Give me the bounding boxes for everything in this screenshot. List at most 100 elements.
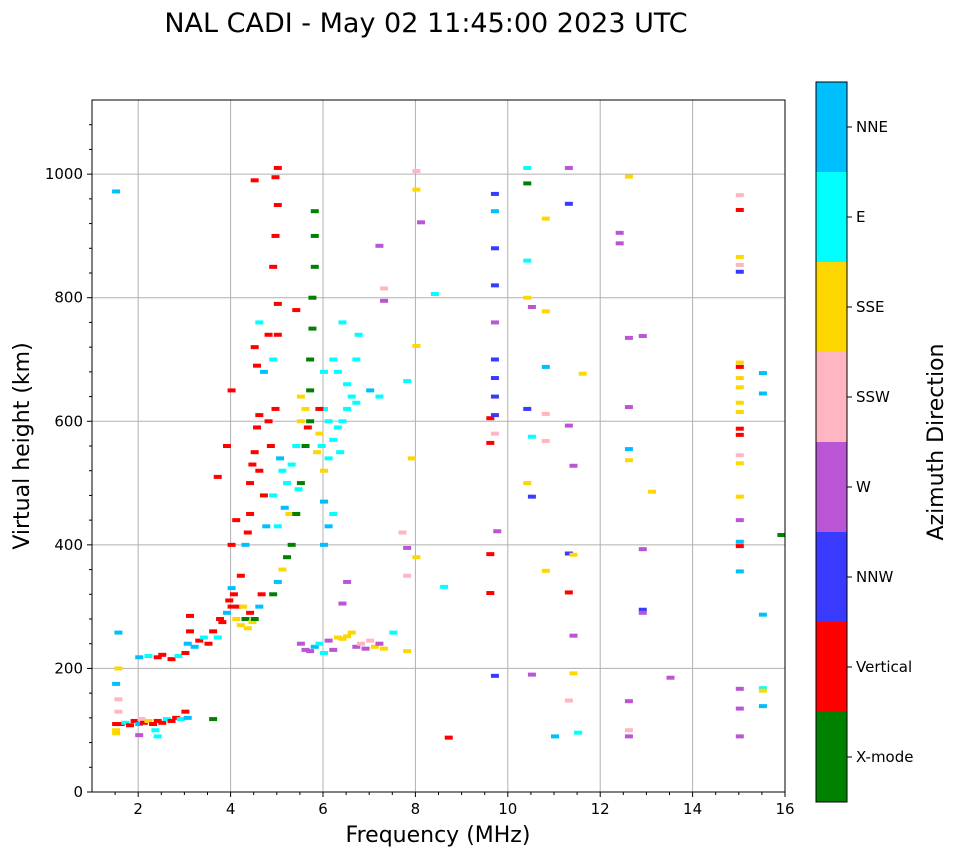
data-point-nne — [259, 369, 268, 374]
data-point-sse — [236, 623, 245, 628]
data-point-sse — [144, 718, 153, 723]
data-point-vertical — [444, 735, 453, 740]
data-point-nne — [366, 388, 375, 393]
data-point-vertical — [227, 388, 236, 393]
data-point-vertical — [255, 468, 264, 473]
data-point-sse — [648, 489, 657, 494]
data-point-sse — [114, 666, 123, 671]
data-point-e — [269, 357, 278, 362]
data-point-ssw — [541, 411, 550, 416]
data-point-x-mode — [310, 209, 319, 214]
data-point-e — [338, 419, 347, 424]
data-point-sse — [569, 552, 578, 557]
data-point-x-mode — [296, 481, 305, 486]
colorbar-swatch-nne — [816, 82, 847, 172]
data-point-sse — [735, 376, 744, 381]
data-point-e — [352, 400, 361, 405]
data-point-nne — [735, 569, 744, 574]
data-point-nnw — [490, 376, 499, 381]
data-point-nne — [135, 722, 144, 727]
data-point-sse — [112, 731, 121, 736]
data-point-vertical — [213, 474, 222, 479]
data-point-ssw — [624, 728, 633, 733]
x-tick-label: 16 — [775, 800, 794, 818]
colorbar-tick-label: W — [856, 478, 871, 496]
data-point-e — [336, 450, 345, 455]
data-point-e — [523, 165, 532, 170]
data-point-sse — [735, 410, 744, 415]
data-point-vertical — [153, 718, 162, 723]
data-point-nne — [551, 734, 559, 739]
data-point-x-mode — [287, 542, 296, 547]
data-point-vertical — [271, 233, 280, 238]
data-point-e — [320, 650, 328, 655]
data-point-sse — [624, 174, 633, 179]
data-point-x-mode — [523, 181, 532, 186]
colorbar-tick-label: NNE — [856, 118, 888, 136]
data-point-sse — [338, 636, 347, 641]
data-point-sse — [541, 309, 550, 314]
data-point-w — [135, 733, 144, 738]
data-point-w — [615, 241, 624, 246]
data-point-vertical — [735, 426, 744, 431]
data-point-sse — [407, 456, 416, 461]
data-point-vertical — [229, 592, 238, 597]
colorbar-swatch-w — [816, 442, 847, 532]
data-point-vertical — [271, 406, 280, 411]
data-point-vertical — [273, 203, 282, 208]
x-tick-label: 12 — [591, 800, 610, 818]
data-point-vertical — [273, 301, 282, 306]
data-point-sse — [320, 468, 328, 473]
data-point-w — [624, 734, 633, 739]
data-point-ssw — [366, 638, 375, 643]
data-point-vertical — [735, 432, 744, 437]
data-point-sse — [343, 634, 352, 639]
data-point-e — [213, 635, 222, 640]
data-point-w — [569, 463, 578, 468]
data-point-w — [329, 647, 338, 652]
data-point-x-mode — [308, 295, 317, 300]
data-point-nne — [114, 630, 123, 635]
data-point-x-mode — [241, 617, 250, 621]
data-point-nne — [310, 644, 319, 649]
data-point-vertical — [236, 573, 245, 578]
data-point-nne — [320, 499, 328, 504]
data-point-w — [735, 686, 744, 691]
data-point-nne — [255, 604, 264, 609]
x-tick-label: 4 — [226, 800, 236, 818]
data-point-x-mode — [310, 264, 319, 269]
data-point-sse — [243, 626, 252, 631]
data-point-x-mode — [306, 388, 315, 393]
data-point-w — [666, 675, 675, 680]
data-point-nne — [758, 371, 767, 376]
data-point-x-mode — [308, 326, 317, 331]
data-point-sse — [380, 646, 389, 651]
data-point-nnw — [490, 357, 499, 362]
data-point-nne — [758, 704, 767, 709]
data-point-sse — [735, 385, 744, 390]
data-point-nne — [112, 189, 121, 194]
data-point-vertical — [172, 715, 181, 720]
data-point-nne — [183, 715, 192, 720]
data-point-vertical — [271, 175, 280, 180]
data-point-vertical — [257, 592, 266, 597]
data-point-vertical — [139, 720, 148, 725]
data-point-sse — [296, 394, 305, 399]
data-point-w — [624, 699, 633, 704]
data-point-vertical — [186, 613, 195, 618]
data-point-nnw — [490, 413, 499, 418]
colorbar-tick-label: SSW — [856, 388, 890, 406]
data-point-w — [624, 335, 633, 340]
data-point-nne — [112, 681, 121, 686]
data-point-e — [176, 717, 185, 722]
data-point-ssw — [114, 697, 123, 702]
data-point-w — [343, 579, 352, 584]
data-point-w — [375, 243, 384, 248]
x-tick-label: 10 — [498, 800, 517, 818]
data-point-vertical — [735, 544, 744, 549]
colorbar-swatch-nnw — [816, 532, 847, 622]
data-point-x-mode — [250, 617, 259, 621]
data-point-sse — [248, 620, 257, 625]
data-point-e — [174, 654, 183, 659]
data-point-sse — [578, 371, 587, 376]
